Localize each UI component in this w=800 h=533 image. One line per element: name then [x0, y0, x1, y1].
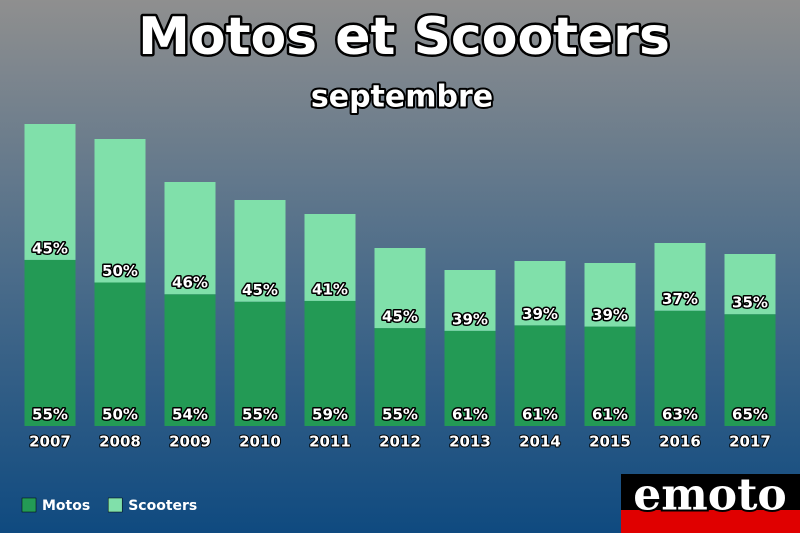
value-label: 55% — [32, 406, 68, 424]
bar-segment — [304, 300, 356, 426]
value-label: 45% — [32, 239, 68, 257]
bar-segment — [24, 259, 76, 426]
value-label: 65% — [732, 406, 768, 424]
bar-segment — [94, 282, 146, 426]
x-tick-label: 2008 — [99, 433, 141, 451]
bar-segment — [164, 182, 216, 295]
value-label: 61% — [452, 406, 488, 424]
logo-stripe — [621, 510, 800, 533]
value-label: 39% — [452, 310, 488, 328]
value-label: 39% — [522, 305, 558, 323]
chart-title: Motos et Scooters — [138, 7, 670, 67]
value-label: 55% — [382, 406, 418, 424]
value-label: 45% — [382, 308, 418, 326]
value-label: 45% — [242, 281, 278, 299]
bar-segment — [514, 325, 566, 426]
bar-segment — [164, 294, 216, 426]
bar-segment — [654, 243, 706, 311]
bar-segment — [234, 301, 286, 426]
x-tick-label: 2007 — [29, 433, 71, 451]
x-tick-label: 2009 — [169, 433, 211, 451]
x-tick-label: 2015 — [589, 433, 631, 451]
value-label: 50% — [102, 406, 138, 424]
value-label: 63% — [662, 406, 698, 424]
bar-segment — [724, 254, 776, 315]
bar-segment — [94, 139, 146, 283]
chart-subtitle: septembre — [311, 80, 493, 115]
bar-segment — [24, 124, 76, 260]
bar-segment — [584, 326, 636, 426]
value-label: 61% — [522, 406, 558, 424]
value-label: 59% — [312, 406, 348, 424]
legend-label: Scooters — [128, 498, 197, 514]
value-label: 35% — [732, 294, 768, 312]
bar-segment — [514, 261, 566, 326]
legend-swatch — [107, 497, 123, 513]
x-tick-label: 2012 — [379, 433, 421, 451]
legend-label: Motos — [42, 498, 90, 514]
bar-segment — [444, 270, 496, 331]
value-label: 50% — [102, 262, 138, 280]
value-label: 37% — [662, 290, 698, 308]
value-label: 55% — [242, 406, 278, 424]
value-label: 41% — [312, 280, 348, 298]
x-tick-label: 2013 — [449, 433, 491, 451]
logo: emoto — [633, 470, 787, 521]
bar-segment — [444, 330, 496, 426]
legend-swatch — [21, 497, 37, 513]
x-tick-label: 2017 — [729, 433, 771, 451]
value-label: 61% — [592, 406, 628, 424]
x-tick-label: 2014 — [519, 433, 561, 451]
bar-segment — [584, 263, 636, 327]
value-label: 54% — [172, 406, 208, 424]
bar-segment — [654, 310, 706, 426]
bar-segment — [724, 314, 776, 426]
value-label: 39% — [592, 306, 628, 324]
bar-segment — [374, 248, 426, 329]
bar-segment — [304, 214, 356, 301]
bar-segment — [234, 200, 286, 302]
x-tick-label: 2011 — [309, 433, 351, 451]
x-tick-label: 2016 — [659, 433, 701, 451]
x-tick-label: 2010 — [239, 433, 281, 451]
bar-segment — [374, 328, 426, 426]
value-label: 46% — [172, 274, 208, 292]
